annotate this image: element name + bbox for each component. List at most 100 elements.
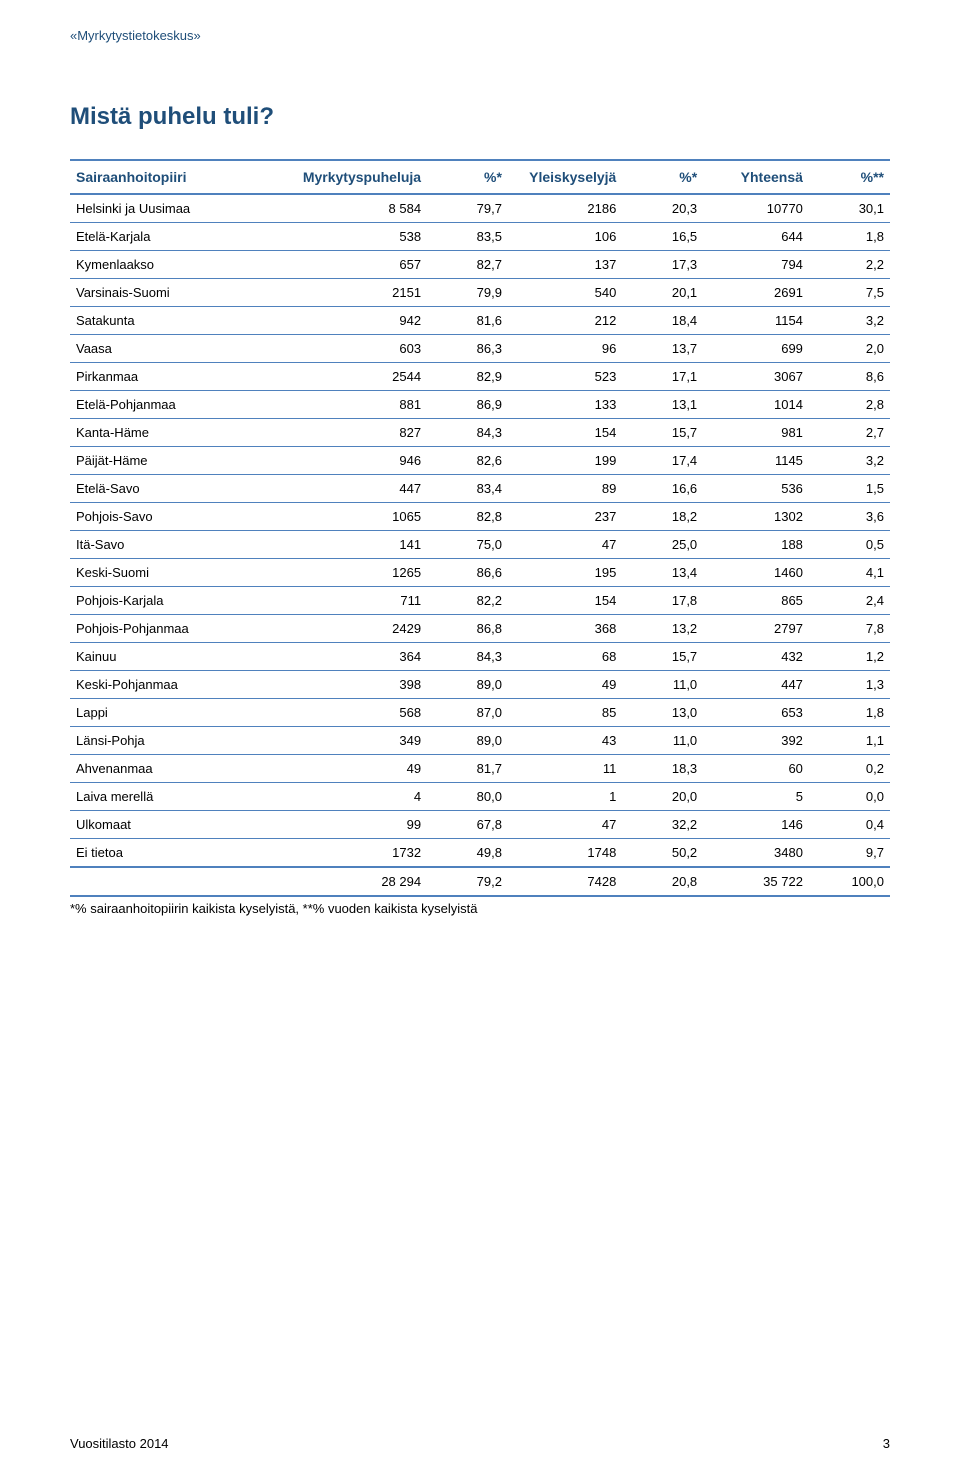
row-value: 1154 [703, 307, 809, 335]
col-header: %* [427, 160, 508, 194]
row-label: Etelä-Pohjanmaa [70, 391, 297, 419]
row-value: 447 [703, 671, 809, 699]
row-value: 398 [297, 671, 427, 699]
row-value: 3,2 [809, 307, 890, 335]
row-label: Etelä-Savo [70, 475, 297, 503]
row-value: 60 [703, 755, 809, 783]
row-value: 79,9 [427, 279, 508, 307]
table-row: Kanta-Häme82784,315415,79812,7 [70, 419, 890, 447]
row-value: 368 [508, 615, 622, 643]
row-value: 13,1 [622, 391, 703, 419]
table-row: Kymenlaakso65782,713717,37942,2 [70, 251, 890, 279]
row-value: 3,2 [809, 447, 890, 475]
row-value: 82,2 [427, 587, 508, 615]
row-value: 11,0 [622, 727, 703, 755]
district-table: SairaanhoitopiiriMyrkytyspuheluja%*Yleis… [70, 159, 890, 897]
summary-value: 7428 [508, 867, 622, 896]
row-value: 106 [508, 223, 622, 251]
row-value: 85 [508, 699, 622, 727]
row-value: 5 [703, 783, 809, 811]
row-value: 99 [297, 811, 427, 839]
table-row: Laiva merellä480,0120,050,0 [70, 783, 890, 811]
row-value: 1302 [703, 503, 809, 531]
row-label: Pohjois-Savo [70, 503, 297, 531]
summary-value: 35 722 [703, 867, 809, 896]
row-value: 568 [297, 699, 427, 727]
row-value: 2,0 [809, 335, 890, 363]
row-value: 49 [297, 755, 427, 783]
row-label: Ulkomaat [70, 811, 297, 839]
row-value: 82,9 [427, 363, 508, 391]
row-label: Kymenlaakso [70, 251, 297, 279]
row-value: 16,5 [622, 223, 703, 251]
row-value: 17,8 [622, 587, 703, 615]
row-value: 13,7 [622, 335, 703, 363]
row-value: 447 [297, 475, 427, 503]
row-label: Keski-Suomi [70, 559, 297, 587]
row-value: 4,1 [809, 559, 890, 587]
row-value: 2544 [297, 363, 427, 391]
row-value: 75,0 [427, 531, 508, 559]
row-value: 84,3 [427, 419, 508, 447]
table-row: Keski-Pohjanmaa39889,04911,04471,3 [70, 671, 890, 699]
summary-value: 100,0 [809, 867, 890, 896]
row-value: 364 [297, 643, 427, 671]
row-value: 946 [297, 447, 427, 475]
col-header: Myrkytyspuheluja [297, 160, 427, 194]
row-value: 96 [508, 335, 622, 363]
row-value: 2429 [297, 615, 427, 643]
row-value: 83,4 [427, 475, 508, 503]
row-value: 15,7 [622, 643, 703, 671]
row-value: 603 [297, 335, 427, 363]
footer-page-number: 3 [883, 1436, 890, 1451]
row-value: 84,3 [427, 643, 508, 671]
row-value: 81,6 [427, 307, 508, 335]
row-value: 0,5 [809, 531, 890, 559]
row-value: 87,0 [427, 699, 508, 727]
row-value: 1,1 [809, 727, 890, 755]
row-value: 827 [297, 419, 427, 447]
summary-value: 20,8 [622, 867, 703, 896]
row-value: 3480 [703, 839, 809, 868]
table-row: Vaasa60386,39613,76992,0 [70, 335, 890, 363]
row-value: 13,0 [622, 699, 703, 727]
row-value: 1014 [703, 391, 809, 419]
table-row: Itä-Savo14175,04725,01880,5 [70, 531, 890, 559]
row-value: 86,6 [427, 559, 508, 587]
row-label: Kanta-Häme [70, 419, 297, 447]
row-value: 711 [297, 587, 427, 615]
row-value: 0,0 [809, 783, 890, 811]
table-row: Ulkomaat9967,84732,21460,4 [70, 811, 890, 839]
row-value: 523 [508, 363, 622, 391]
row-label: Helsinki ja Uusimaa [70, 194, 297, 223]
row-value: 82,6 [427, 447, 508, 475]
row-value: 1,3 [809, 671, 890, 699]
row-value: 13,2 [622, 615, 703, 643]
row-value: 349 [297, 727, 427, 755]
table-row: Kainuu36484,36815,74321,2 [70, 643, 890, 671]
row-value: 154 [508, 587, 622, 615]
row-value: 1065 [297, 503, 427, 531]
table-body: Helsinki ja Uusimaa8 58479,7218620,31077… [70, 194, 890, 896]
document-superheader: «Myrkytystietokeskus» [70, 28, 890, 43]
table-row: Länsi-Pohja34989,04311,03921,1 [70, 727, 890, 755]
row-value: 188 [703, 531, 809, 559]
row-value: 212 [508, 307, 622, 335]
row-value: 2,7 [809, 419, 890, 447]
row-label: Etelä-Karjala [70, 223, 297, 251]
row-value: 538 [297, 223, 427, 251]
row-label: Satakunta [70, 307, 297, 335]
table-row: Pohjois-Karjala71182,215417,88652,4 [70, 587, 890, 615]
row-value: 20,0 [622, 783, 703, 811]
row-value: 1748 [508, 839, 622, 868]
table-row: Etelä-Savo44783,48916,65361,5 [70, 475, 890, 503]
row-value: 11 [508, 755, 622, 783]
row-value: 80,0 [427, 783, 508, 811]
row-value: 536 [703, 475, 809, 503]
row-value: 68 [508, 643, 622, 671]
table-row: Varsinais-Suomi215179,954020,126917,5 [70, 279, 890, 307]
row-value: 89,0 [427, 671, 508, 699]
row-value: 1460 [703, 559, 809, 587]
row-value: 237 [508, 503, 622, 531]
row-label: Päijät-Häme [70, 447, 297, 475]
